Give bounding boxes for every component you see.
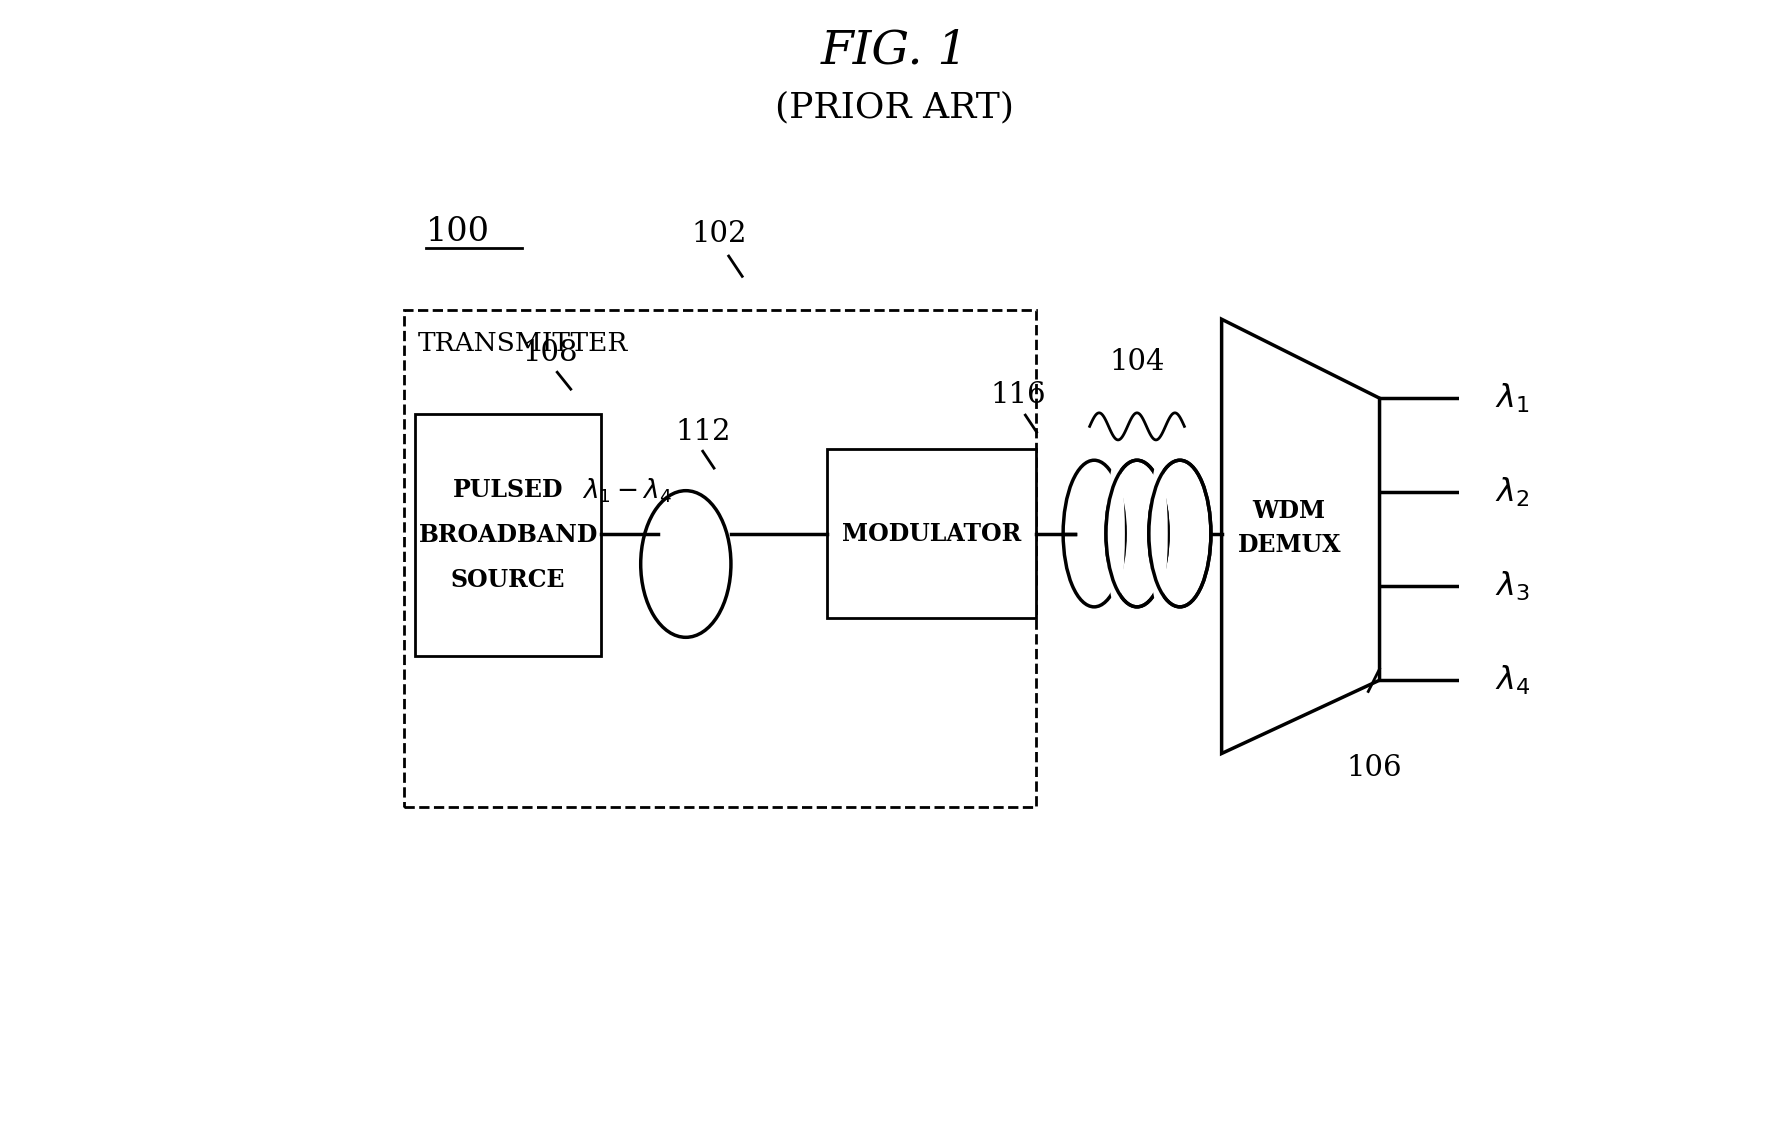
- Text: TRANSMITTER: TRANSMITTER: [417, 331, 628, 355]
- Text: 108: 108: [522, 338, 578, 367]
- Text: 116: 116: [991, 381, 1047, 409]
- Text: $\lambda_2$: $\lambda_2$: [1494, 476, 1530, 509]
- Text: WDM
DEMUX: WDM DEMUX: [1238, 500, 1342, 556]
- Text: 100: 100: [426, 217, 490, 248]
- Text: $\lambda_3$: $\lambda_3$: [1494, 570, 1530, 602]
- Text: 104: 104: [1109, 347, 1165, 376]
- Text: SOURCE: SOURCE: [451, 569, 565, 592]
- Text: PULSED: PULSED: [453, 478, 564, 502]
- Ellipse shape: [1149, 461, 1168, 606]
- Text: $\lambda_1-\lambda_4$: $\lambda_1-\lambda_4$: [581, 477, 673, 505]
- Text: MODULATOR: MODULATOR: [841, 521, 1022, 546]
- Text: 102: 102: [692, 220, 748, 248]
- Text: $\lambda_4$: $\lambda_4$: [1494, 663, 1530, 697]
- Text: $\lambda_1$: $\lambda_1$: [1494, 381, 1530, 415]
- Text: (PRIOR ART): (PRIOR ART): [775, 90, 1014, 124]
- FancyBboxPatch shape: [415, 414, 601, 656]
- Text: 112: 112: [674, 417, 730, 446]
- Text: 106: 106: [1345, 754, 1403, 782]
- FancyBboxPatch shape: [827, 449, 1036, 618]
- Text: FIG. 1: FIG. 1: [821, 28, 968, 73]
- Text: BROADBAND: BROADBAND: [419, 523, 598, 547]
- Ellipse shape: [1106, 461, 1125, 606]
